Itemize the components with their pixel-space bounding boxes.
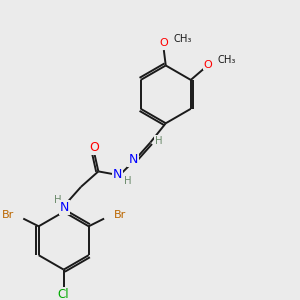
Text: N: N: [113, 168, 122, 181]
Text: Br: Br: [114, 210, 126, 220]
Text: N: N: [60, 202, 69, 214]
Text: H: H: [124, 176, 132, 186]
Text: CH₃: CH₃: [218, 55, 236, 65]
Text: O: O: [90, 141, 99, 154]
Text: CH₃: CH₃: [173, 34, 192, 44]
Text: Cl: Cl: [58, 288, 70, 300]
Text: H: H: [54, 195, 62, 205]
Text: O: O: [160, 38, 168, 48]
Text: N: N: [128, 153, 138, 166]
Text: Br: Br: [2, 210, 14, 220]
Text: O: O: [204, 59, 212, 70]
Text: H: H: [155, 136, 163, 146]
